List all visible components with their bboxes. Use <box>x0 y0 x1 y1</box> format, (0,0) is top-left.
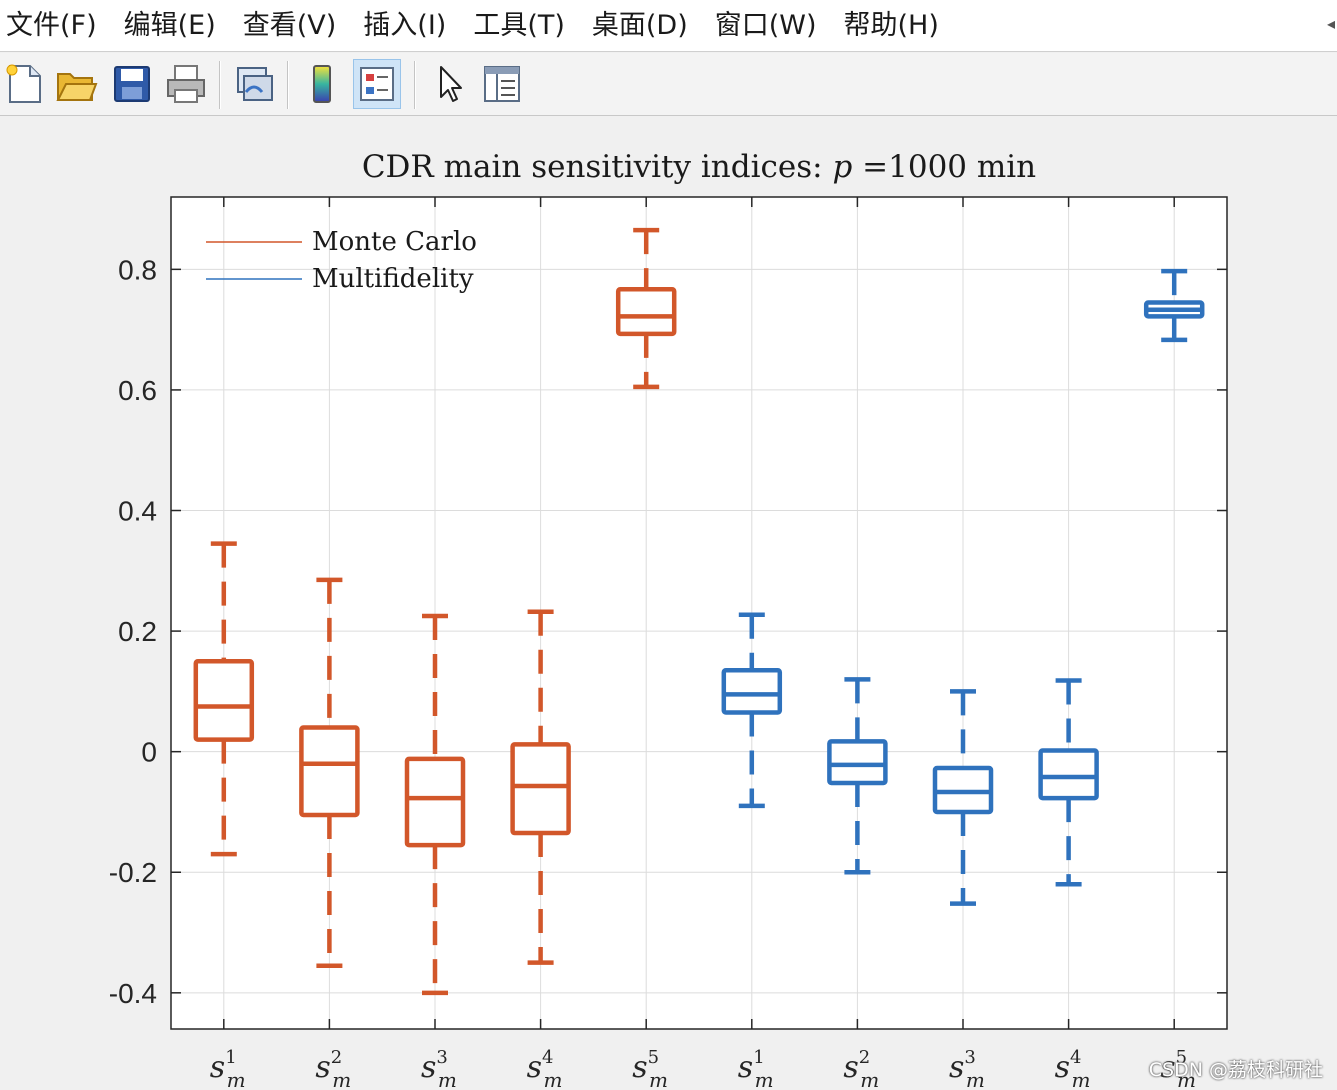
menu-help[interactable]: 帮助(H) <box>843 9 939 41</box>
box-multifidelity <box>721 612 783 809</box>
property-inspector-button[interactable] <box>478 59 526 109</box>
x-tick-label: s3 m <box>949 1047 985 1090</box>
print-button[interactable] <box>162 59 210 109</box>
x-tick-label: s4 m <box>1055 1047 1091 1090</box>
axis-ticks <box>171 197 1227 1029</box>
boxplot-chart: -0.4 -0.2 0 0.2 0.4 0.6 0.8 s1 m s2 m s3 m s4 m s5 m s1 m s… <box>109 149 1228 1090</box>
menu-file[interactable]: 文件(F) <box>6 9 97 41</box>
box-iqr <box>193 658 255 742</box>
box-monte-carlo <box>193 541 255 857</box>
y-tick-label: -0.2 <box>109 857 157 888</box>
menu-view[interactable]: 查看(V) <box>242 9 337 41</box>
plot-area <box>171 197 1227 1029</box>
box-monte-carlo <box>299 577 360 968</box>
open-file-button[interactable] <box>52 59 100 109</box>
box-monte-carlo <box>615 227 677 390</box>
menu-tools[interactable]: 工具(T) <box>473 9 565 41</box>
edit-plot-button[interactable] <box>425 59 473 109</box>
watermark-text: CSDN @荔枝科研社 <box>1148 1059 1323 1081</box>
y-tick-label: 0.2 <box>118 616 157 647</box>
box-iqr <box>721 668 783 715</box>
box-monte-carlo <box>510 609 571 965</box>
toolbar <box>0 53 1337 116</box>
toolbar-separator <box>287 61 289 109</box>
box-iqr <box>1038 748 1099 801</box>
box-iqr <box>615 286 677 337</box>
print-icon <box>167 65 205 103</box>
menubar-overflow-icon[interactable]: ◂ <box>1326 16 1335 33</box>
new-figure-button[interactable] <box>0 59 48 109</box>
save-icon <box>114 66 150 102</box>
chart-title-prefix: CDR main sensitivity indices: <box>362 149 833 185</box>
box-monte-carlo <box>404 613 466 996</box>
box-multifidelity <box>1143 268 1205 343</box>
y-tick-label: 0.8 <box>118 254 157 285</box>
figure-canvas: -0.4 -0.2 0 0.2 0.4 0.6 0.8 s1 m s2 m s3 m s4 m s5 m s1 m s… <box>0 117 1337 1090</box>
box-multifidelity <box>1038 678 1099 887</box>
axes-frame <box>170 196 1228 1030</box>
box-iqr <box>404 756 466 848</box>
x-tick-label: s2 m <box>315 1047 351 1090</box>
legend-button[interactable] <box>353 59 401 109</box>
box-multifidelity <box>827 677 888 875</box>
link-plot-button[interactable] <box>230 59 278 109</box>
y-tick-label: 0.6 <box>118 375 157 406</box>
x-tick-label: s5 m <box>632 1047 668 1090</box>
x-tick-label: s2 m <box>843 1047 879 1090</box>
legend-label-multifidelity: Multifidelity <box>312 264 474 294</box>
y-tick-label: -0.4 <box>109 978 157 1009</box>
colorbar-icon <box>313 65 331 103</box>
legend-icon <box>360 67 394 101</box>
chart-title-suffix: =1000 min <box>852 149 1036 185</box>
legend-label-monte-carlo: Monte Carlo <box>312 227 477 257</box>
chart-title-variable: p <box>832 149 852 185</box>
x-tick-label: s4 m <box>527 1047 563 1090</box>
toolbar-separator <box>219 61 221 109</box>
box-iqr <box>827 739 888 786</box>
x-tick-label: s3 m <box>421 1047 457 1090</box>
box-multifidelity <box>932 689 994 906</box>
y-tick-label: 0.4 <box>118 496 157 527</box>
menu-edit[interactable]: 编辑(E) <box>123 9 216 41</box>
tick-labels: -0.4 -0.2 0 0.2 0.4 0.6 0.8 s1 m s2 m s3 m s4 m s5 m s1 m s… <box>109 254 1196 1090</box>
property-inspector-icon <box>484 66 520 102</box>
box-iqr <box>299 725 360 818</box>
menu-window[interactable]: 窗口(W) <box>714 9 817 41</box>
x-tick-label: s1 m <box>210 1047 246 1090</box>
toolbar-separator <box>414 61 416 109</box>
box-series <box>193 227 1205 996</box>
save-button[interactable] <box>108 59 156 109</box>
chart-title: CDR main sensitivity indices: p =1000 mi… <box>362 149 1036 185</box>
menu-bar: 文件(F) 编辑(E) 查看(V) 插入(I) 工具(T) 桌面(D) 窗口(W… <box>0 0 1337 52</box>
x-tick-label: s1 m <box>738 1047 774 1090</box>
open-file-icon <box>56 73 98 101</box>
colorbar-button[interactable] <box>298 59 346 109</box>
box-iqr <box>510 742 571 836</box>
y-tick-label: 0 <box>141 737 157 768</box>
x-tick-label: s5 m <box>1160 1047 1196 1090</box>
new-figure-icon <box>6 64 41 103</box>
menu-insert[interactable]: 插入(I) <box>363 9 447 41</box>
link-plot-icon <box>237 67 273 101</box>
legend[interactable]: Monte Carlo Multifidelity <box>206 227 477 294</box>
menu-desktop[interactable]: 桌面(D) <box>591 9 688 41</box>
edit-plot-icon <box>440 66 462 102</box>
